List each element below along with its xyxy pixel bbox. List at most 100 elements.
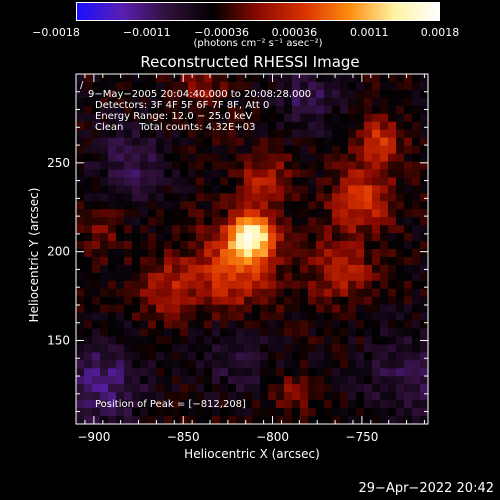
- heatmap-cell: [284, 241, 293, 250]
- heatmap-cell: [188, 384, 197, 393]
- heatmap-cell: [396, 241, 405, 250]
- heatmap-cell: [292, 129, 301, 139]
- heatmap-cell: [388, 384, 397, 393]
- heatmap-cell: [324, 169, 333, 178]
- heatmap-cell: [364, 360, 373, 369]
- heatmap-cell: [212, 320, 221, 330]
- heatmap-cell: [308, 264, 317, 274]
- heatmap-cell: [84, 368, 93, 377]
- heatmap-cell: [84, 312, 93, 322]
- heatmap-cell: [164, 105, 173, 115]
- heatmap-cell: [196, 217, 205, 226]
- heatmap-cell: [116, 241, 125, 250]
- heatmap-cell: [76, 384, 85, 393]
- heatmap-cell: [228, 256, 237, 266]
- heatmap-cell: [300, 376, 309, 385]
- heatmap-cell: [84, 384, 93, 393]
- heatmap-cell: [132, 129, 141, 139]
- heatmap-cell: [140, 153, 149, 163]
- heatmap-cell: [148, 129, 157, 139]
- heatmap-cell: [268, 177, 277, 186]
- heatmap-cell: [196, 320, 205, 330]
- heatmap-cell: [92, 368, 101, 377]
- heatmap-cell: [196, 153, 205, 163]
- heatmap-cell: [84, 137, 93, 147]
- heatmap-cell: [284, 193, 293, 202]
- heatmap-cell: [164, 81, 173, 91]
- heatmap-cell: [292, 97, 301, 107]
- heatmap-cell: [412, 376, 421, 385]
- heatmap-cell: [292, 249, 301, 258]
- heatmap-cell: [76, 185, 85, 194]
- heatmap-cell: [300, 336, 309, 346]
- heatmap-cell: [204, 360, 213, 369]
- heatmap-cell: [372, 392, 381, 401]
- heatmap-cell: [292, 74, 301, 83]
- heatmap-cell: [116, 121, 125, 131]
- heatmap-cell: [316, 161, 325, 171]
- heatmap-cell: [76, 105, 85, 115]
- heatmap-cell: [140, 241, 149, 250]
- heatmap-cell: [276, 360, 285, 369]
- heatmap-cell: [180, 105, 189, 115]
- heatmap-cell: [284, 368, 293, 377]
- heatmap-cell: [140, 81, 149, 91]
- heatmap-cell: [300, 249, 309, 258]
- heatmap-cell: [156, 129, 165, 139]
- heatmap-cell: [396, 201, 405, 210]
- heatmap-cell: [180, 129, 189, 139]
- heatmap-cell: [180, 193, 189, 202]
- heatmap-cell: [284, 320, 293, 330]
- heatmap-cell: [380, 161, 389, 171]
- heatmap-cell: [300, 328, 309, 338]
- x-tick-label: −900: [77, 430, 110, 444]
- heatmap-cell: [124, 416, 133, 425]
- heatmap-cell: [140, 249, 149, 258]
- heatmap-cell: [332, 225, 341, 234]
- heatmap-cell: [356, 256, 365, 266]
- heatmap-cell: [124, 161, 133, 171]
- heatmap-cell: [324, 225, 333, 234]
- heatmap-cell: [148, 408, 157, 417]
- heatmap-cell: [380, 185, 389, 194]
- heatmap-cell: [236, 225, 245, 234]
- heatmap-cell: [276, 121, 285, 131]
- heatmap-cell: [236, 97, 245, 107]
- heatmap-cell: [252, 81, 261, 91]
- heatmap-cell: [372, 288, 381, 298]
- heatmap-cell: [292, 352, 301, 361]
- heatmap-cell: [124, 296, 133, 306]
- heatmap-cell: [148, 161, 157, 171]
- heatmap-cell: [396, 416, 405, 425]
- heatmap-cell: [76, 129, 85, 139]
- heatmap-cell: [260, 177, 269, 186]
- heatmap-cell: [76, 344, 85, 353]
- heatmap-cell: [172, 121, 181, 131]
- heatmap-cell: [316, 272, 325, 282]
- heatmap-cell: [276, 320, 285, 330]
- heatmap-cell: [172, 105, 181, 115]
- heatmap-cell: [404, 74, 413, 83]
- heatmap-cell: [156, 145, 165, 155]
- heatmap-cell: [396, 185, 405, 194]
- heatmap-cell: [340, 97, 349, 107]
- heatmap-cell: [420, 121, 429, 131]
- heatmap-cell: [316, 105, 325, 115]
- heatmap-cell: [108, 312, 117, 322]
- heatmap-cell: [132, 416, 141, 425]
- heatmap-cell: [404, 137, 413, 147]
- heatmap-cell: [164, 217, 173, 226]
- heatmap-cell: [284, 328, 293, 338]
- heatmap-cell: [372, 105, 381, 115]
- heatmap-cell: [148, 296, 157, 306]
- heatmap-cell: [412, 280, 421, 290]
- heatmap-cell: [388, 416, 397, 425]
- heatmap-cell: [252, 296, 261, 306]
- heatmap-cell: [92, 296, 101, 306]
- heatmap-cell: [300, 241, 309, 250]
- heatmap-cell: [308, 336, 317, 346]
- heatmap-cell: [260, 209, 269, 218]
- heatmap-cell: [420, 288, 429, 298]
- heatmap-cell: [364, 400, 373, 409]
- heatmap-cell: [180, 161, 189, 171]
